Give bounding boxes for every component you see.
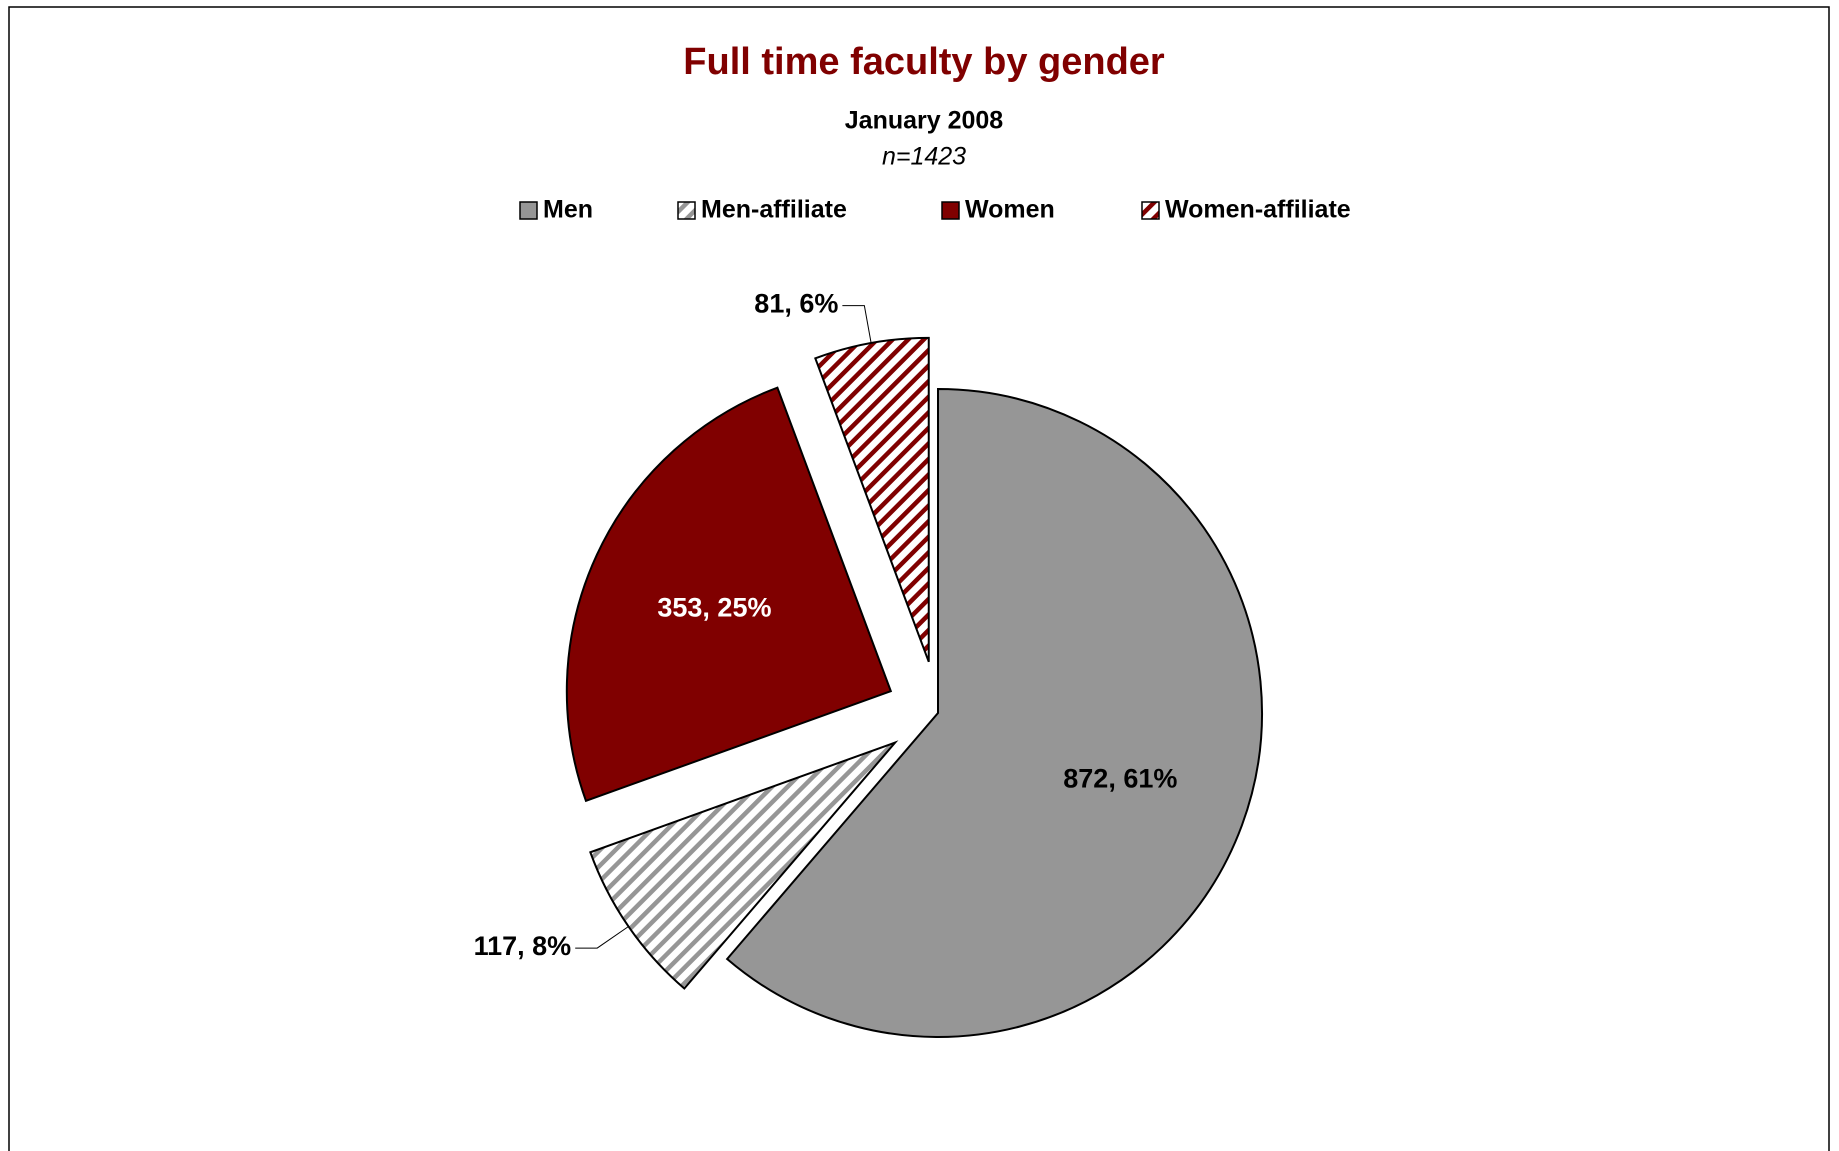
chart-title: Full time faculty by gender: [683, 41, 1165, 83]
legend-swatch: [1141, 201, 1160, 220]
data-label: 81, 6%: [754, 289, 838, 319]
legend-label: Men-affiliate: [701, 196, 847, 224]
legend-swatch: [519, 201, 538, 220]
data-label: 117, 8%: [474, 931, 572, 961]
pie-slice: [725, 387, 1263, 1038]
legend-label: Women: [965, 196, 1055, 224]
chart-subtitle: January 2008: [845, 107, 1004, 135]
pie-slice: [565, 386, 893, 803]
legend-swatch: [941, 201, 960, 220]
data-label: 353, 25%: [657, 593, 771, 623]
legend-swatch: [677, 201, 696, 220]
legend-label: Women-affiliate: [1165, 196, 1351, 224]
annotation: n=1423: [882, 143, 966, 171]
leader-line: [575, 926, 629, 949]
legend-label: Men: [543, 196, 593, 224]
data-label: 872, 61%: [1063, 764, 1177, 794]
leader-line: [842, 305, 872, 344]
